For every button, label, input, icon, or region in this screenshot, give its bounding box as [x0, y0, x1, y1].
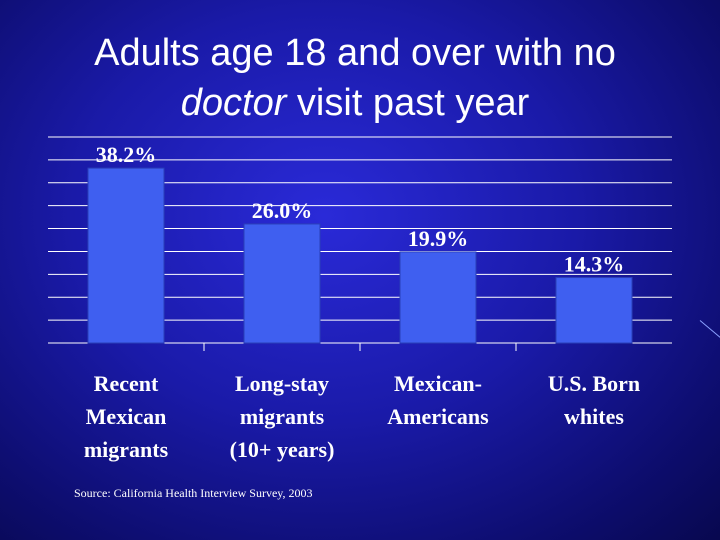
category-label: Recent — [94, 371, 159, 396]
category-label: Mexican- — [394, 371, 482, 396]
bar — [555, 277, 633, 344]
data-label: 38.2% — [96, 142, 157, 167]
category-label: migrants — [240, 404, 325, 429]
category-label: Mexican — [86, 404, 167, 429]
slide-title: Adults age 18 and over with no doctor vi… — [0, 28, 710, 128]
data-label: 14.3% — [564, 252, 625, 277]
data-label: 26.0% — [252, 198, 313, 223]
category-label: migrants — [84, 437, 169, 462]
bar — [399, 251, 477, 344]
category-label: Long-stay — [235, 371, 329, 396]
title-line-2: doctor visit past year — [0, 78, 710, 128]
category-label: whites — [564, 404, 624, 429]
title-emphasis: doctor — [180, 82, 287, 124]
bar — [243, 223, 321, 344]
title-line-1: Adults age 18 and over with no — [94, 32, 616, 74]
bar — [87, 167, 165, 344]
data-label: 19.9% — [408, 226, 469, 251]
category-label: (10+ years) — [230, 437, 335, 462]
source-note: Source: California Health Interview Surv… — [74, 486, 313, 500]
title-rest: visit past year — [286, 82, 530, 124]
category-label: Americans — [387, 404, 489, 429]
category-label: U.S. Born — [548, 371, 640, 396]
